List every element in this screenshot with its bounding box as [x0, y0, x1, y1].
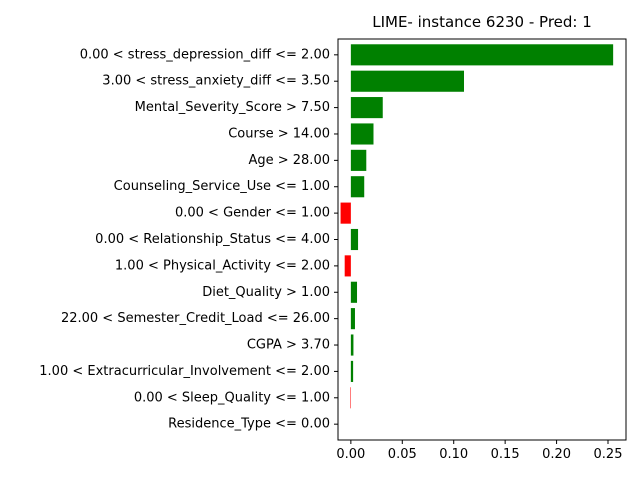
bar-5 — [350, 176, 365, 198]
x-tick-label: 0.15 — [491, 447, 520, 462]
bar-12 — [350, 360, 354, 382]
y-tick-label: Course > 14.00 — [228, 126, 330, 141]
bar-3 — [350, 123, 374, 145]
y-tick-label: 3.00 < stress_anxiety_diff <= 3.50 — [102, 74, 330, 89]
x-tick-label: 0.05 — [388, 447, 417, 462]
y-tick-label: 22.00 < Semester_Credit_Load <= 26.00 — [61, 311, 330, 326]
y-tick-label: 0.00 < stress_depression_diff <= 2.00 — [80, 47, 330, 62]
bar-6 — [340, 202, 351, 224]
x-tick-label: 0.10 — [439, 447, 468, 462]
bar-9 — [350, 281, 358, 303]
plot-frame — [337, 38, 627, 441]
bar-7 — [350, 228, 359, 251]
chart-title: LIME- instance 6230 - Pred: 1 — [372, 13, 592, 31]
bar-10 — [350, 308, 355, 330]
y-tick-label: Mental_Severity_Score > 7.50 — [135, 100, 330, 115]
bar-0 — [350, 44, 614, 66]
bar-1 — [350, 70, 464, 92]
y-tick-label: 1.00 < Physical_Activity <= 2.00 — [115, 258, 330, 273]
bar-4 — [350, 149, 367, 171]
x-tick-label: 0.00 — [336, 447, 365, 462]
y-axis: 0.00 < stress_depression_diff <= 2.00 3.0… — [39, 47, 338, 432]
y-tick-label: Age > 28.00 — [248, 153, 330, 168]
y-tick-label: Residence_Type <= 0.00 — [168, 417, 330, 432]
y-tick-label: 0.00 < Gender <= 1.00 — [175, 206, 330, 221]
bar-2 — [350, 97, 383, 119]
bar-8 — [344, 255, 351, 277]
y-tick-label: 1.00 < Extracurricular_Involvement <= 2.… — [39, 364, 330, 379]
x-tick-label: 0.25 — [594, 447, 623, 462]
bars-group — [340, 44, 614, 409]
y-tick-label: CGPA > 3.70 — [247, 338, 330, 353]
y-tick-label: 0.00 < Sleep_Quality <= 1.00 — [134, 390, 330, 405]
bar-13 — [350, 387, 351, 409]
y-tick-label: Diet_Quality > 1.00 — [202, 285, 330, 300]
x-axis: 0.00 0.05 0.10 0.15 0.20 0.25 — [336, 440, 622, 462]
bar-11 — [350, 334, 354, 356]
y-tick-label: Counseling_Service_Use <= 1.00 — [114, 179, 330, 194]
x-tick-label: 0.20 — [542, 447, 571, 462]
y-tick-label: 0.00 < Relationship_Status <= 4.00 — [95, 232, 330, 247]
